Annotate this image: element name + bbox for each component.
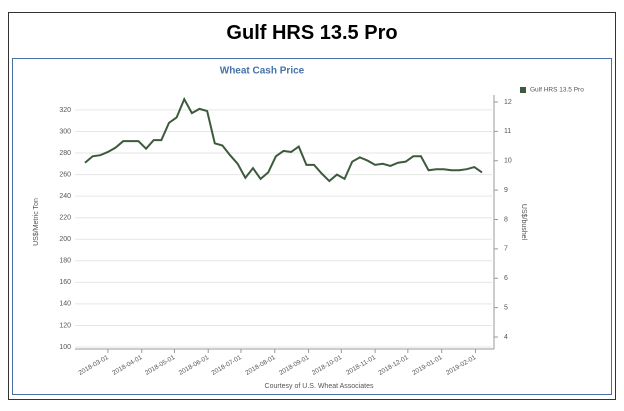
y2-tick-label: 10 — [504, 158, 512, 165]
chart: Wheat Cash Price Courtesy of U.S. Wheat … — [12, 58, 612, 395]
y-tick-label: 300 — [59, 128, 71, 135]
line — [84, 96, 483, 183]
y2-tick-label: 8 — [504, 216, 508, 223]
y-tick-label: 200 — [59, 236, 71, 243]
y2-tick-label: 7 — [504, 246, 508, 253]
y2-tick-label: 12 — [504, 99, 512, 106]
y-tick-label: 180 — [59, 258, 71, 265]
y-tick-label: 220 — [59, 215, 71, 222]
y-tick-label: 160 — [59, 279, 71, 286]
panel-title: Gulf HRS 13.5 Pro — [226, 22, 398, 44]
chart-frame — [12, 58, 612, 395]
legend-label: Gulf HRS 13.5 Pro — [530, 87, 584, 94]
y-tick-label: 320 — [59, 107, 71, 114]
y2-tick-label: 6 — [504, 275, 508, 282]
y-tick-label: 140 — [59, 301, 71, 308]
legend-swatch — [520, 87, 526, 93]
y-tick-label: 240 — [59, 193, 71, 200]
footer: Courtesy of U.S. Wheat Associates — [265, 383, 374, 390]
y2-tick-label: 9 — [504, 187, 508, 194]
chart-title: Wheat Cash Price — [220, 66, 305, 77]
y-axis-label: US$/Metric Ton — [33, 198, 40, 246]
y2-tick-label: 4 — [504, 334, 508, 341]
y2-axis-label: US$/bushel — [520, 204, 527, 241]
y2-tick-label: 5 — [504, 304, 508, 311]
y-tick-label: 100 — [59, 344, 71, 351]
y2-tick-label: 11 — [504, 128, 511, 135]
y-tick-label: 260 — [59, 171, 71, 178]
y-tick-label: 120 — [59, 322, 71, 329]
panel — [8, 12, 616, 400]
y-tick-label: 280 — [59, 150, 71, 157]
